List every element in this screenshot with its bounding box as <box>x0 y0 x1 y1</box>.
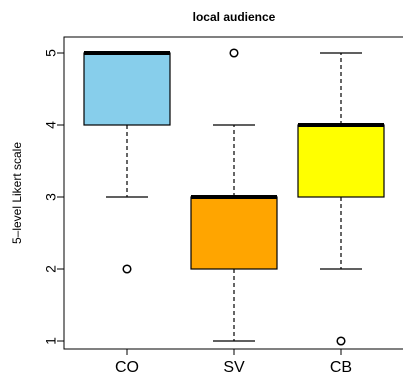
boxes-layer <box>83 48 385 346</box>
chart-title: local audience <box>193 10 276 24</box>
x-tick-label-CB: CB <box>330 359 352 376</box>
box-cb <box>297 124 385 198</box>
outlier-cb-0 <box>336 336 346 346</box>
y-tick-label-2: 2 <box>43 265 59 273</box>
y-tick-label-1: 1 <box>43 337 59 345</box>
y-tick-label-3: 3 <box>43 193 59 201</box>
x-axis: CO SV CB <box>115 349 352 376</box>
y-axis: 1 2 3 4 5 <box>43 49 64 345</box>
outlier-co-0 <box>122 264 132 274</box>
x-tick-label-SV: SV <box>223 359 245 376</box>
y-tick-label-4: 4 <box>43 121 59 129</box>
outlier-sv-0 <box>229 48 239 58</box>
y-axis-label: 5–level Likert scale <box>10 142 24 244</box>
y-tick-label-5: 5 <box>43 49 59 57</box>
box-co <box>83 52 171 126</box>
box-sv <box>190 196 278 270</box>
x-tick-label-CO: CO <box>115 359 139 376</box>
